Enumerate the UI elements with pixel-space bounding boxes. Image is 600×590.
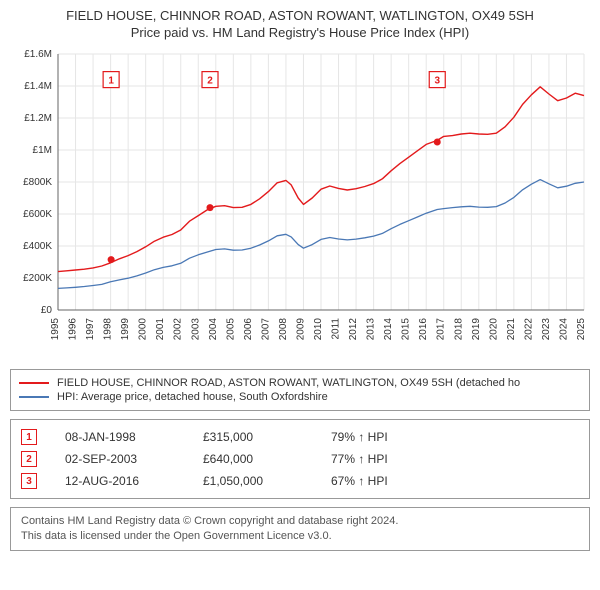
svg-text:2003: 2003 bbox=[190, 318, 201, 341]
marker-row: 2 02-SEP-2003 £640,000 77% ↑ HPI bbox=[21, 448, 579, 470]
svg-text:£1.6M: £1.6M bbox=[24, 49, 52, 60]
svg-text:£0: £0 bbox=[41, 305, 53, 316]
svg-text:2008: 2008 bbox=[278, 318, 289, 341]
svg-text:2016: 2016 bbox=[418, 318, 429, 341]
svg-text:£1.4M: £1.4M bbox=[24, 81, 52, 92]
svg-text:1995: 1995 bbox=[50, 318, 61, 341]
svg-text:2010: 2010 bbox=[313, 318, 324, 341]
svg-text:2: 2 bbox=[207, 76, 213, 87]
marker-table: 1 08-JAN-1998 £315,000 79% ↑ HPI 2 02-SE… bbox=[10, 419, 590, 499]
svg-text:£200K: £200K bbox=[23, 273, 52, 284]
legend-swatch-1 bbox=[19, 382, 49, 384]
footer-line-1: Contains HM Land Registry data © Crown c… bbox=[21, 514, 579, 529]
line-chart-svg: £0 £200K £400K £600K £800K £1M £1.2M £1.4M £1.6M… bbox=[10, 48, 590, 358]
svg-text:3: 3 bbox=[434, 76, 440, 87]
svg-text:2011: 2011 bbox=[331, 318, 342, 340]
svg-text:1999: 1999 bbox=[120, 318, 131, 341]
svg-text:£600K: £600K bbox=[23, 209, 52, 220]
svg-text:1996: 1996 bbox=[68, 318, 79, 341]
marker-row: 3 12-AUG-2016 £1,050,000 67% ↑ HPI bbox=[21, 470, 579, 492]
legend-swatch-2 bbox=[19, 396, 49, 398]
marker-date: 12-AUG-2016 bbox=[65, 474, 175, 488]
title-block: FIELD HOUSE, CHINNOR ROAD, ASTON ROWANT,… bbox=[0, 0, 600, 44]
svg-text:2009: 2009 bbox=[295, 318, 306, 341]
svg-text:2006: 2006 bbox=[243, 318, 254, 341]
marker-badge-1: 1 bbox=[21, 429, 37, 445]
footer: Contains HM Land Registry data © Crown c… bbox=[10, 507, 590, 551]
title-line-2: Price paid vs. HM Land Registry's House … bbox=[10, 25, 590, 40]
svg-text:2020: 2020 bbox=[488, 318, 499, 341]
svg-text:2012: 2012 bbox=[348, 318, 359, 341]
marker-price: £640,000 bbox=[203, 452, 303, 466]
marker-delta: 77% ↑ HPI bbox=[331, 452, 451, 466]
svg-text:2023: 2023 bbox=[541, 318, 552, 341]
svg-text:2013: 2013 bbox=[366, 318, 377, 341]
svg-text:2002: 2002 bbox=[173, 318, 184, 341]
svg-text:2000: 2000 bbox=[138, 318, 149, 341]
marker-badge-3: 3 bbox=[21, 473, 37, 489]
legend-label-2: HPI: Average price, detached house, Sout… bbox=[57, 391, 328, 403]
legend-row: HPI: Average price, detached house, Sout… bbox=[19, 390, 581, 404]
chart-area: £0 £200K £400K £600K £800K £1M £1.2M £1.4M £1.6M… bbox=[10, 48, 590, 361]
marker-price: £1,050,000 bbox=[203, 474, 303, 488]
marker-delta: 79% ↑ HPI bbox=[331, 430, 451, 444]
marker-date: 02-SEP-2003 bbox=[65, 452, 175, 466]
title-line-1: FIELD HOUSE, CHINNOR ROAD, ASTON ROWANT,… bbox=[10, 8, 590, 23]
legend-label-1: FIELD HOUSE, CHINNOR ROAD, ASTON ROWANT,… bbox=[57, 377, 520, 389]
svg-text:£400K: £400K bbox=[23, 241, 52, 252]
svg-text:2019: 2019 bbox=[471, 318, 482, 341]
svg-text:1: 1 bbox=[108, 76, 114, 87]
svg-text:2001: 2001 bbox=[155, 318, 166, 341]
marker-badge-2: 2 bbox=[21, 451, 37, 467]
svg-text:2014: 2014 bbox=[383, 318, 394, 341]
svg-text:£800K: £800K bbox=[23, 177, 52, 188]
svg-text:2022: 2022 bbox=[523, 318, 534, 341]
svg-text:2018: 2018 bbox=[453, 318, 464, 341]
marker-delta: 67% ↑ HPI bbox=[331, 474, 451, 488]
svg-text:£1.2M: £1.2M bbox=[24, 113, 52, 124]
svg-text:2005: 2005 bbox=[225, 318, 236, 341]
legend-row: FIELD HOUSE, CHINNOR ROAD, ASTON ROWANT,… bbox=[19, 376, 581, 390]
svg-text:£1M: £1M bbox=[33, 145, 52, 156]
marker-price: £315,000 bbox=[203, 430, 303, 444]
marker-row: 1 08-JAN-1998 £315,000 79% ↑ HPI bbox=[21, 426, 579, 448]
chart-container: FIELD HOUSE, CHINNOR ROAD, ASTON ROWANT,… bbox=[0, 0, 600, 590]
svg-text:1998: 1998 bbox=[103, 318, 114, 341]
svg-text:2025: 2025 bbox=[576, 318, 587, 341]
svg-text:2015: 2015 bbox=[401, 318, 412, 341]
legend: FIELD HOUSE, CHINNOR ROAD, ASTON ROWANT,… bbox=[10, 369, 590, 411]
svg-text:2004: 2004 bbox=[208, 318, 219, 341]
footer-line-2: This data is licensed under the Open Gov… bbox=[21, 529, 579, 544]
svg-text:2024: 2024 bbox=[558, 318, 569, 341]
marker-date: 08-JAN-1998 bbox=[65, 430, 175, 444]
svg-text:2007: 2007 bbox=[260, 318, 271, 341]
svg-text:2017: 2017 bbox=[436, 318, 447, 341]
svg-text:1997: 1997 bbox=[85, 318, 96, 341]
svg-text:2021: 2021 bbox=[506, 318, 517, 341]
